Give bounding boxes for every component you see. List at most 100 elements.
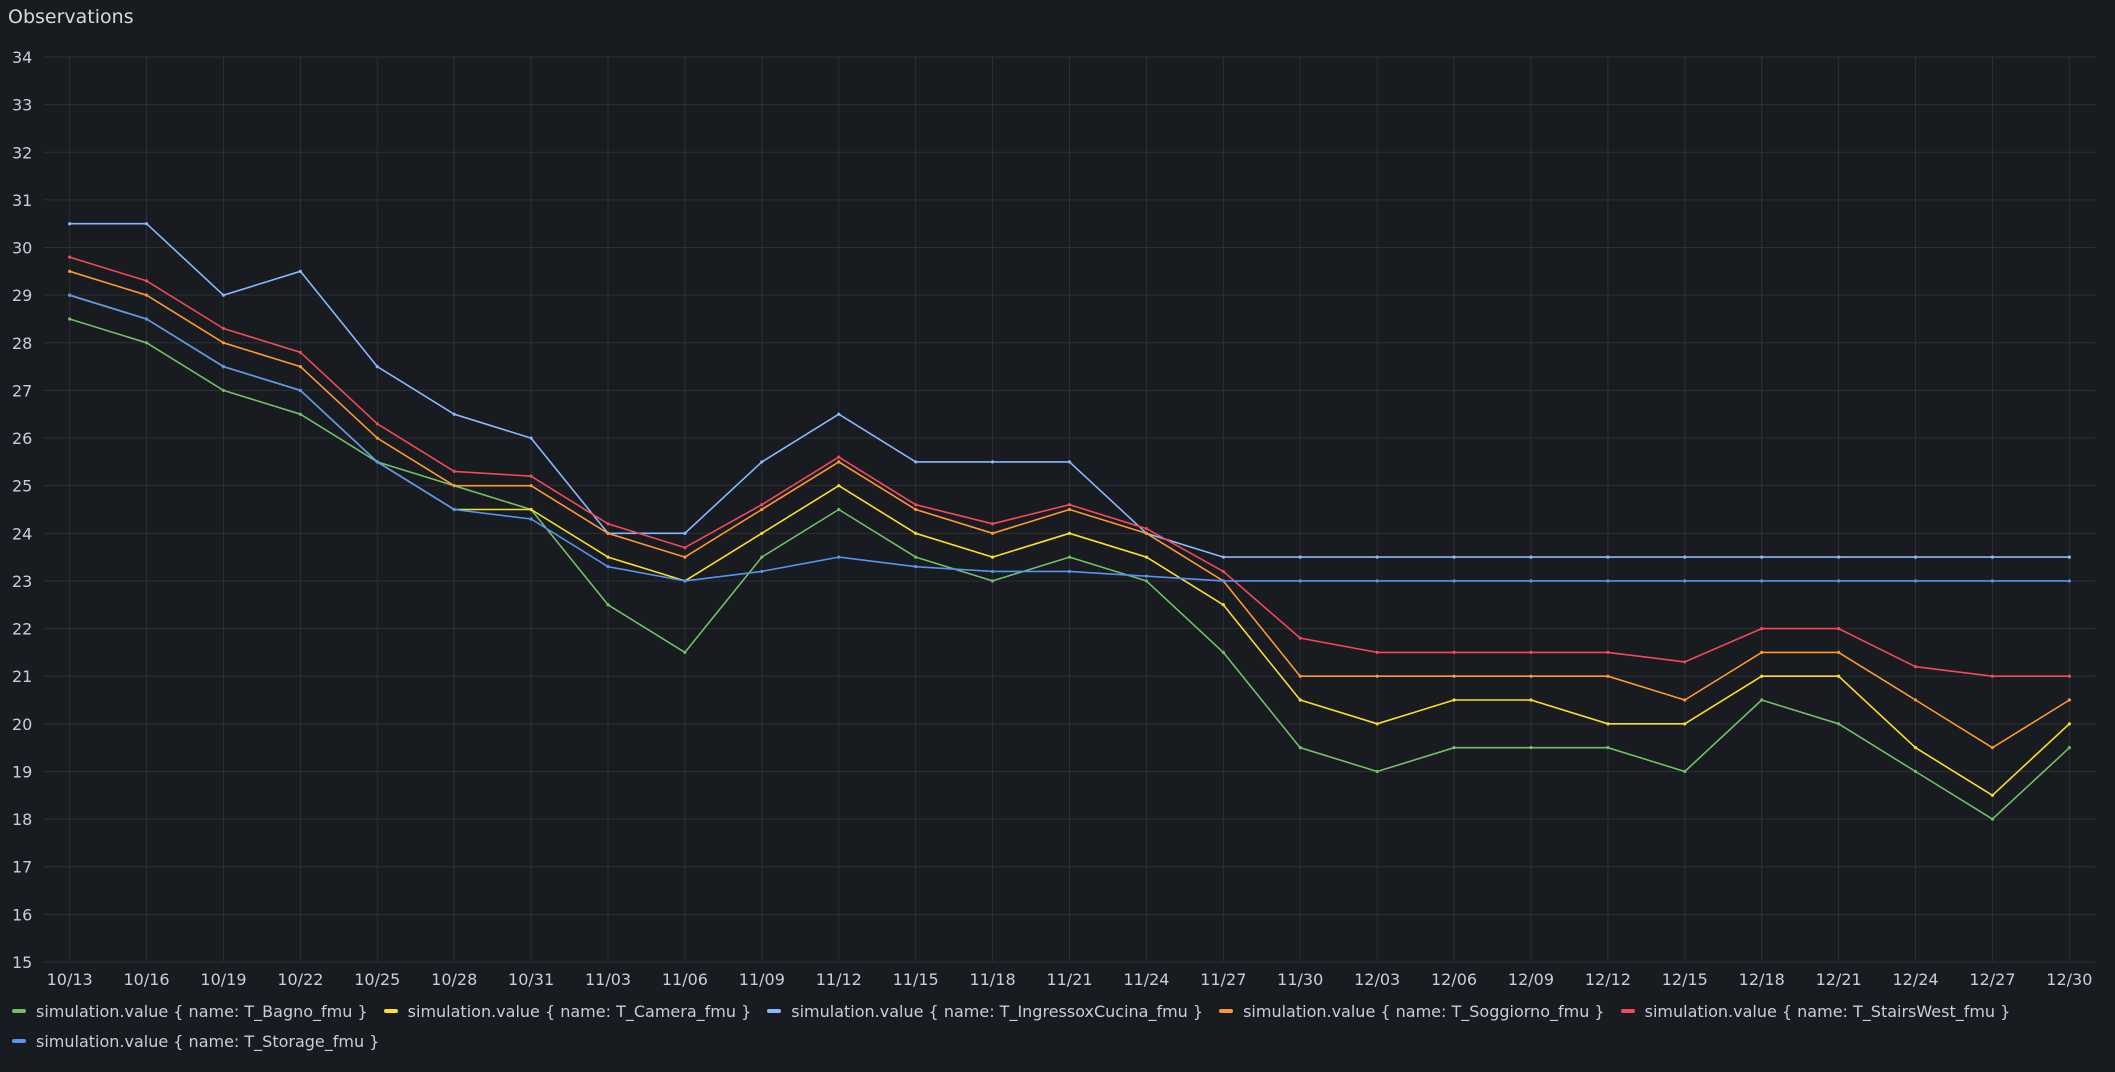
series-point xyxy=(529,436,533,440)
x-tick-label: 12/09 xyxy=(1508,970,1554,989)
series-point xyxy=(1837,555,1841,559)
legend-swatch xyxy=(383,1009,398,1013)
legend-item[interactable]: simulation.value { name: T_IngressoxCuci… xyxy=(767,1002,1203,1021)
series-point xyxy=(144,222,149,226)
series-point xyxy=(1144,579,1149,583)
series-point xyxy=(1298,579,1302,583)
legend-item[interactable]: simulation.value { name: T_Bagno_fmu } xyxy=(12,1002,368,1021)
series-point xyxy=(1760,626,1764,631)
series-point xyxy=(452,412,456,416)
x-tick-label: 11/30 xyxy=(1277,970,1323,989)
series-point xyxy=(1760,555,1764,559)
y-tick-label: 18 xyxy=(12,810,32,829)
series-point xyxy=(1375,555,1379,559)
legend-label: simulation.value { name: T_Bagno_fmu } xyxy=(36,1001,368,1021)
legend-row: simulation.value { name: T_Storage_fmu } xyxy=(12,1026,2102,1056)
line-chart[interactable]: 15 16 17 18 19 20 21 22 23 24 25 26 27 28 29 30 31 32 33 34… xyxy=(0,0,2115,990)
series-point xyxy=(606,603,610,607)
series-point xyxy=(990,522,995,526)
panel-title[interactable]: Observations xyxy=(8,6,134,28)
y-tick-label: 23 xyxy=(12,572,32,591)
y-tick-label: 32 xyxy=(12,143,32,162)
series-point xyxy=(529,484,533,488)
series-point xyxy=(1990,817,1995,821)
series-point xyxy=(1529,650,1533,654)
series-point xyxy=(1683,722,1687,726)
series-point xyxy=(1452,579,1456,583)
series-point xyxy=(144,279,149,283)
series-point xyxy=(1144,574,1149,578)
series-point xyxy=(837,555,841,559)
series-point xyxy=(529,507,533,512)
series-point xyxy=(1606,579,1610,583)
legend-swatch xyxy=(1219,1009,1234,1013)
y-tick-label: 19 xyxy=(12,762,32,781)
series-point xyxy=(452,507,456,512)
y-tick-label: 30 xyxy=(12,239,32,258)
legend-item[interactable]: simulation.value { name: T_StairsWest_fm… xyxy=(1620,1002,2010,1021)
series-point xyxy=(1529,674,1533,678)
x-tick-label: 10/19 xyxy=(200,970,246,989)
x-tick-label: 12/06 xyxy=(1431,970,1477,989)
series-point xyxy=(1760,674,1764,678)
series-point xyxy=(1221,569,1225,574)
series-point xyxy=(1990,793,1995,797)
series-point xyxy=(1375,769,1379,774)
series-point xyxy=(683,555,687,559)
series-point xyxy=(1913,555,1918,559)
series-point xyxy=(1529,579,1533,583)
series-point xyxy=(683,579,687,583)
series-point xyxy=(375,460,379,464)
series-point xyxy=(1837,650,1841,654)
legend-swatch xyxy=(767,1009,782,1013)
series-point xyxy=(1990,579,1995,583)
series-point xyxy=(221,388,226,393)
series-point xyxy=(68,317,72,321)
series-point xyxy=(1837,579,1841,583)
x-tick-label: 11/27 xyxy=(1200,970,1246,989)
series-point xyxy=(1452,650,1456,654)
x-tick-label: 11/21 xyxy=(1046,970,1092,989)
series-point xyxy=(68,293,72,297)
series-point xyxy=(1144,531,1149,535)
series-point xyxy=(837,412,841,416)
y-tick-label: 17 xyxy=(12,858,32,877)
series-point xyxy=(298,269,302,273)
legend-swatch xyxy=(1620,1009,1635,1013)
series-point xyxy=(837,484,841,488)
series-point xyxy=(2067,698,2071,702)
legend-item[interactable]: simulation.value { name: T_Soggiorno_fmu… xyxy=(1219,1002,1605,1021)
y-tick-label: 25 xyxy=(12,477,32,496)
series-point xyxy=(221,365,226,369)
y-tick-label: 15 xyxy=(12,953,32,972)
series-point xyxy=(1221,579,1225,583)
series-point xyxy=(2067,722,2071,726)
series-point xyxy=(1606,650,1610,654)
series-point xyxy=(1606,674,1610,678)
series-point xyxy=(990,569,995,574)
series-point xyxy=(1837,722,1841,726)
y-tick-label: 34 xyxy=(12,48,32,67)
series-point xyxy=(1760,698,1764,702)
y-tick-label: 16 xyxy=(12,905,32,924)
series-point xyxy=(914,565,918,569)
series-point xyxy=(298,350,302,354)
legend-item[interactable]: simulation.value { name: T_Storage_fmu } xyxy=(12,1032,379,1051)
series-point xyxy=(452,469,456,473)
series-point xyxy=(760,531,764,535)
series-point xyxy=(1913,698,1918,702)
series-point xyxy=(1375,650,1379,654)
series-point xyxy=(1606,746,1610,750)
legend-item[interactable]: simulation.value { name: T_Camera_fmu } xyxy=(383,1002,751,1021)
x-tick-label: 12/21 xyxy=(1816,970,1862,989)
series-point xyxy=(1683,769,1687,774)
series-point xyxy=(144,341,149,345)
series-point xyxy=(990,579,995,583)
series-point xyxy=(298,388,302,393)
series-point xyxy=(1375,579,1379,583)
x-tick-label: 12/18 xyxy=(1739,970,1785,989)
series-point xyxy=(914,531,918,535)
series-point xyxy=(1990,674,1995,678)
x-tick-label: 11/03 xyxy=(585,970,631,989)
